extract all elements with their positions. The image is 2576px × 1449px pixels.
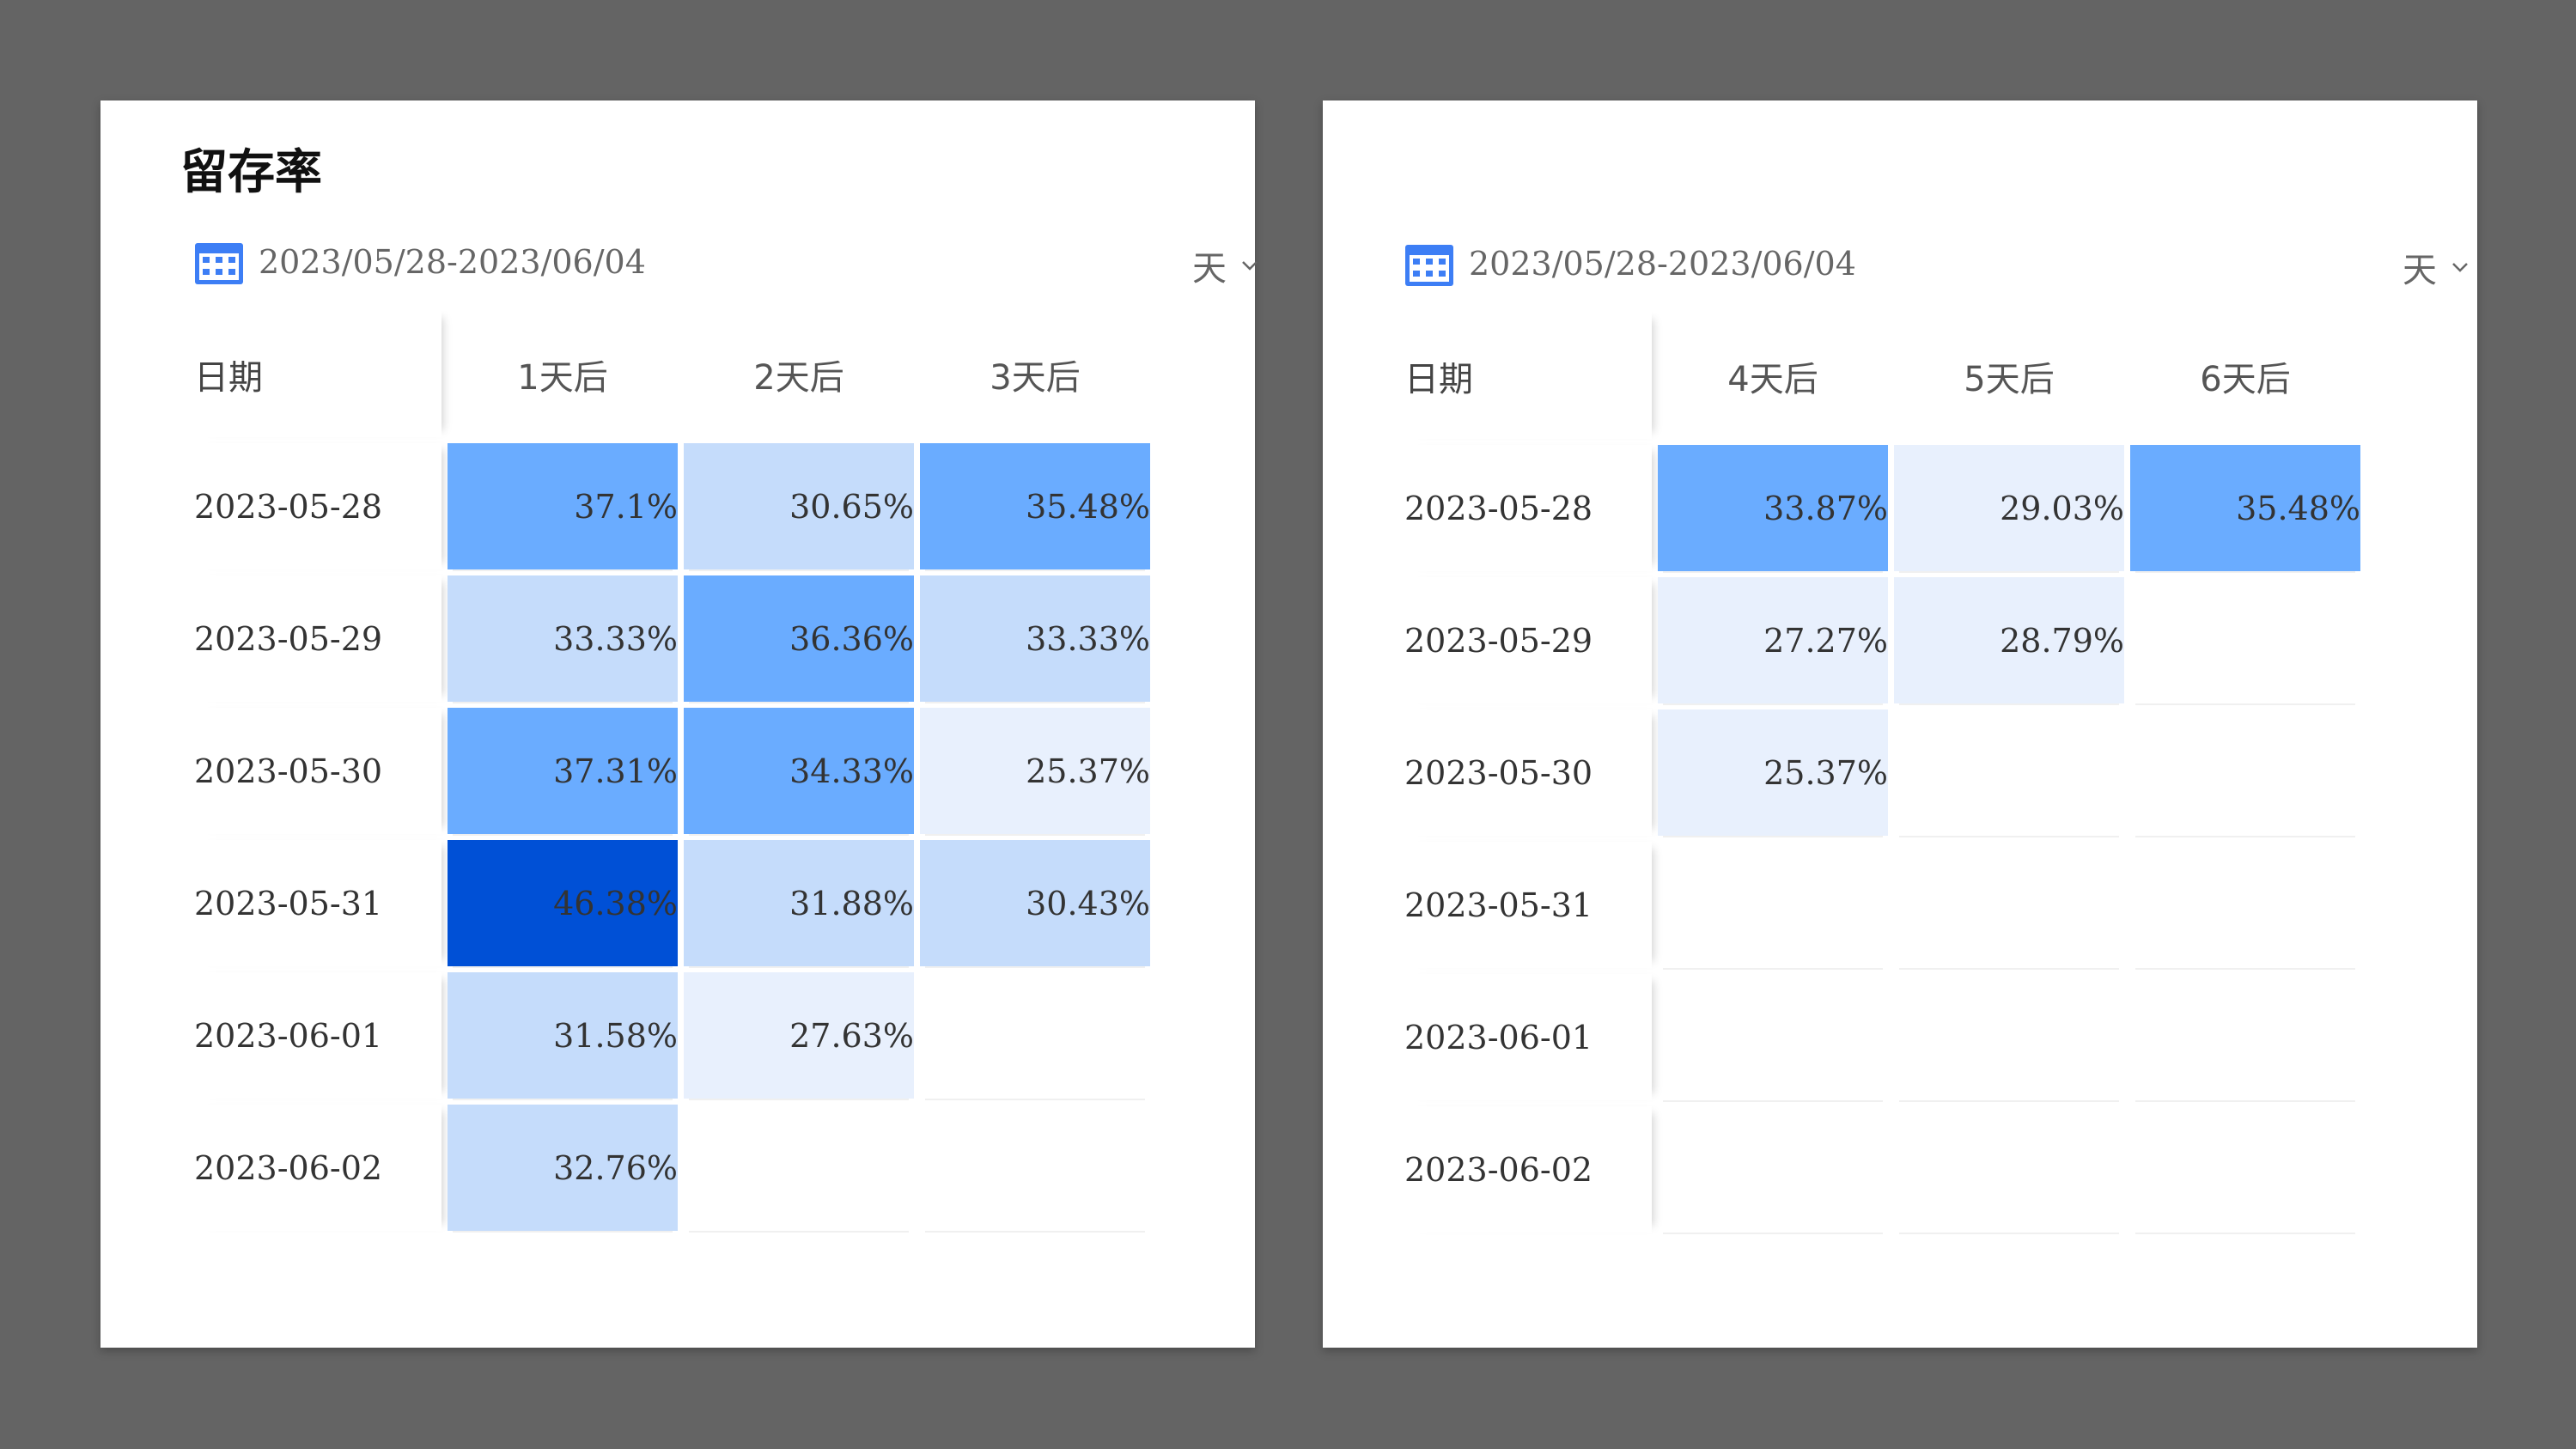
- table-row: 2023-05-29 27.27% 28.79%: [1404, 577, 2360, 703]
- row-date: 2023-05-29: [1404, 577, 1652, 703]
- unit-select-value: 天: [2402, 251, 2437, 290]
- retention-cell[interactable]: 25.37%: [1658, 709, 1888, 836]
- date-column-header: 日期: [1404, 313, 1652, 439]
- row-date: 2023-05-31: [1404, 842, 1652, 968]
- retention-cell[interactable]: 33.33%: [448, 575, 678, 702]
- retention-table: 日期 4天后 5天后 6天后 2023-05-28 33.87% 29.03% …: [1404, 313, 2366, 1239]
- retention-panel-right: 2023/05/28-2023/06/04 天 日期 4天后 5天后 6天后 2…: [1323, 100, 2477, 1348]
- header-bar: 2023/05/28-2023/06/04 天: [194, 240, 1259, 308]
- empty-cell: [1894, 842, 2124, 968]
- retention-table-wrap[interactable]: 日期 4天后 5天后 6天后 2023-05-28 33.87% 29.03% …: [1404, 313, 2469, 1331]
- table-row: 2023-06-01: [1404, 974, 2360, 1100]
- empty-cell: [920, 972, 1150, 1099]
- table-row: 2023-05-30 25.37%: [1404, 709, 2360, 836]
- empty-cell: [1658, 1106, 1888, 1233]
- row-date: 2023-05-31: [194, 840, 442, 966]
- retention-cell[interactable]: 36.36%: [684, 575, 914, 702]
- empty-cell: [1894, 974, 2124, 1100]
- row-date: 2023-06-01: [194, 972, 442, 1099]
- retention-cell[interactable]: 31.88%: [684, 840, 914, 966]
- row-date: 2023-05-30: [1404, 709, 1652, 836]
- retention-cell[interactable]: 25.37%: [920, 708, 1150, 834]
- empty-cell: [2130, 842, 2360, 968]
- chevron-down-icon: [2452, 263, 2468, 272]
- header-bar: 2023/05/28-2023/06/04 天: [1404, 241, 2469, 310]
- empty-cell: [2130, 974, 2360, 1100]
- row-date: 2023-05-29: [194, 575, 442, 702]
- table-header-row: 日期 1天后 2天后 3天后: [194, 311, 1150, 437]
- date-range-picker[interactable]: 2023/05/28-2023/06/04: [1469, 245, 1856, 283]
- retention-cell[interactable]: 27.63%: [684, 972, 914, 1099]
- row-date: 2023-05-30: [194, 708, 442, 834]
- table-header-row: 日期 4天后 5天后 6天后: [1404, 313, 2360, 439]
- unit-select[interactable]: 天: [2402, 241, 2469, 293]
- empty-cell: [2130, 577, 2360, 703]
- column-header: 3天后: [990, 357, 1081, 398]
- row-date: 2023-05-28: [1404, 445, 1652, 571]
- chevron-down-icon: [1242, 261, 1258, 271]
- empty-cell: [1658, 842, 1888, 968]
- calendar-icon[interactable]: [1404, 243, 1454, 288]
- empty-cell: [684, 1105, 914, 1231]
- calendar-icon[interactable]: [194, 241, 244, 286]
- table-row: 2023-05-31 46.38% 31.88% 30.43%: [194, 840, 1150, 966]
- unit-select[interactable]: 天: [1192, 240, 1259, 291]
- retention-cell[interactable]: 30.65%: [684, 443, 914, 569]
- table-row: 2023-06-02: [1404, 1106, 2360, 1233]
- row-date: 2023-06-02: [1404, 1106, 1652, 1233]
- table-row: 2023-05-28 33.87% 29.03% 35.48%: [1404, 445, 2360, 571]
- row-date: 2023-06-01: [1404, 974, 1652, 1100]
- retention-cell[interactable]: 34.33%: [684, 708, 914, 834]
- empty-cell: [2130, 1106, 2360, 1233]
- retention-cell[interactable]: 35.48%: [2130, 445, 2360, 571]
- empty-cell: [920, 1105, 1150, 1231]
- retention-cell[interactable]: 37.31%: [448, 708, 678, 834]
- column-header: 5天后: [1964, 359, 2055, 399]
- retention-cell[interactable]: 37.1%: [448, 443, 678, 569]
- empty-cell: [1894, 1106, 2124, 1233]
- date-range-picker[interactable]: 2023/05/28-2023/06/04: [259, 243, 646, 281]
- retention-cell[interactable]: 46.38%: [448, 840, 678, 966]
- empty-cell: [2130, 709, 2360, 836]
- table-row: 2023-05-30 37.31% 34.33% 25.37%: [194, 708, 1150, 834]
- retention-table: 日期 1天后 2天后 3天后 2023-05-28 37.1% 30.65% 3…: [194, 311, 1156, 1237]
- retention-cell[interactable]: 29.03%: [1894, 445, 2124, 571]
- row-date: 2023-06-02: [194, 1105, 442, 1231]
- column-header: 2天后: [753, 357, 844, 398]
- retention-panel-left: 留存率 2023/05/28-2023/06/04 天 日期 1: [100, 100, 1258, 1348]
- empty-cell: [1894, 709, 2124, 836]
- table-row: 2023-05-31: [1404, 842, 2360, 968]
- retention-table-wrap[interactable]: 日期 1天后 2天后 3天后 2023-05-28 37.1% 30.65% 3…: [194, 311, 1259, 1330]
- date-column-header: 日期: [194, 311, 442, 437]
- table-row: 2023-05-28 37.1% 30.65% 35.48%: [194, 443, 1150, 569]
- table-row: 2023-06-02 32.76%: [194, 1105, 1150, 1231]
- unit-select-value: 天: [1192, 249, 1227, 289]
- retention-cell[interactable]: 32.76%: [448, 1105, 678, 1231]
- retention-cell[interactable]: 33.33%: [920, 575, 1150, 702]
- retention-cell[interactable]: 31.58%: [448, 972, 678, 1099]
- retention-cell[interactable]: 33.87%: [1658, 445, 1888, 571]
- row-date: 2023-05-28: [194, 443, 442, 569]
- retention-cell[interactable]: 35.48%: [920, 443, 1150, 569]
- column-header: 6天后: [2200, 359, 2291, 399]
- column-header: 4天后: [1727, 359, 1818, 399]
- table-row: 2023-05-29 33.33% 36.36% 33.33%: [194, 575, 1150, 702]
- retention-cell[interactable]: 27.27%: [1658, 577, 1888, 703]
- retention-cell[interactable]: 28.79%: [1894, 577, 2124, 703]
- table-row: 2023-06-01 31.58% 27.63%: [194, 972, 1150, 1099]
- column-header: 1天后: [517, 357, 608, 398]
- page-title: 留存率: [180, 144, 323, 199]
- empty-cell: [1658, 974, 1888, 1100]
- retention-cell[interactable]: 30.43%: [920, 840, 1150, 966]
